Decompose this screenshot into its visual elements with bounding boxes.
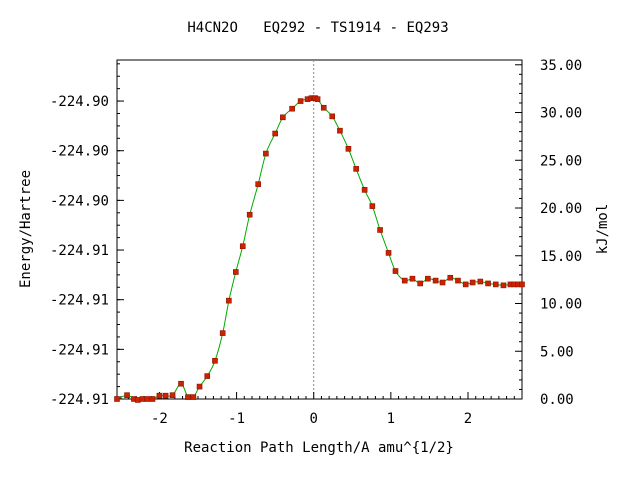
data-point [469, 279, 476, 286]
y-right-tick-label: 25.00 [540, 153, 582, 169]
data-point [462, 281, 469, 288]
data-point [144, 396, 150, 402]
data-point [169, 392, 176, 398]
y-right-tick-label: 15.00 [540, 249, 582, 265]
y-left-tick-label: -224.90 [50, 144, 109, 160]
data-point [196, 383, 203, 390]
data-point [314, 96, 321, 102]
energy-curve-line [116, 97, 522, 401]
data-points [114, 95, 525, 403]
y-axis-label-right: kJ/mol [595, 204, 611, 255]
data-point [114, 396, 120, 402]
data-point [447, 274, 454, 281]
x-axis-label: Reaction Path Length/A amu^{1/2} [184, 440, 454, 456]
data-point [246, 211, 253, 218]
data-point [329, 113, 336, 120]
data-point [212, 358, 218, 364]
data-point [477, 278, 484, 285]
y-right-tick-label: 20.00 [540, 201, 582, 217]
data-point [485, 280, 491, 287]
data-point [233, 269, 239, 275]
y-left-tick-label: -224.91 [50, 342, 109, 358]
data-point [149, 396, 156, 402]
data-point [401, 277, 408, 284]
data-point [377, 227, 383, 233]
data-point [178, 380, 184, 387]
data-point [337, 127, 343, 134]
data-point [409, 275, 416, 282]
data-point [500, 282, 507, 289]
data-point [369, 203, 376, 209]
data-point [185, 394, 191, 400]
data-point [320, 104, 327, 111]
y-right-tick-label: 10.00 [540, 297, 582, 313]
data-point [219, 330, 226, 336]
x-tick-label: -1 [228, 411, 245, 427]
y-axis-label-left: Energy/Hartree [18, 170, 34, 288]
y-right-tick-label: 30.00 [540, 106, 582, 122]
data-point [392, 268, 399, 274]
data-point [135, 397, 141, 403]
data-point [272, 130, 278, 137]
y-left-tick-label: -224.91 [50, 392, 109, 408]
data-point [204, 373, 211, 379]
data-point [345, 146, 352, 152]
data-point [289, 105, 295, 112]
data-point [519, 281, 525, 288]
data-point [263, 150, 269, 157]
data-point [226, 297, 232, 304]
data-point [255, 181, 261, 187]
data-point [361, 187, 368, 193]
y-left-tick-label: -224.91 [50, 243, 109, 259]
data-point [432, 277, 439, 284]
y-left-tick-label: -224.90 [50, 94, 109, 110]
x-tick-label: 0 [309, 411, 317, 427]
x-tick-label: 1 [387, 411, 395, 427]
data-point [492, 281, 499, 288]
data-point [385, 250, 392, 256]
y-left-tick-label: -224.90 [50, 193, 109, 209]
y-right-tick-label: 35.00 [540, 58, 582, 74]
y-left-tick-label: -224.91 [50, 293, 109, 309]
x-tick-label: -2 [151, 411, 168, 427]
data-point [190, 394, 197, 400]
data-point [156, 392, 163, 399]
data-point [425, 275, 431, 282]
axis-ticks: -2 -1 0 1 2 -224.91 -224.91 -224.91 -224.91 -224.… [50, 58, 582, 427]
data-point [139, 396, 146, 402]
data-point [297, 98, 304, 104]
data-point [439, 279, 446, 286]
data-point [162, 392, 169, 399]
y-right-tick-label: 5.00 [540, 344, 574, 360]
x-tick-label: 2 [464, 411, 472, 427]
data-point [239, 243, 246, 250]
chart-title: H4CN2O EQ292 - TS1914 - EQ293 [187, 20, 448, 36]
data-point [353, 166, 359, 172]
y-right-tick-label: 0.00 [540, 392, 574, 408]
data-point [280, 114, 286, 121]
data-point [124, 392, 130, 398]
data-point [417, 280, 423, 287]
data-point [455, 277, 461, 284]
plot-frame [116, 59, 523, 400]
